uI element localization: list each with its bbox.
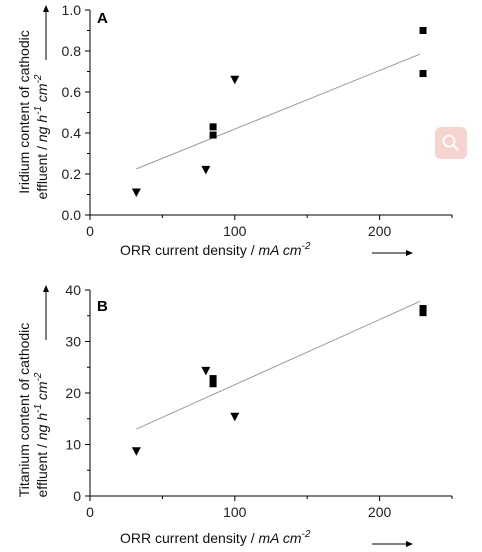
data-point-triangle	[201, 165, 211, 175]
y-axis-arrowhead	[43, 5, 49, 12]
fit-line	[136, 53, 421, 170]
chart-panel-a: 0.0 0.2 0.4 0.6 0.8 1.0 0 100 200 A ORR current de…	[16, 2, 453, 258]
x-tick-label: 0	[86, 504, 94, 520]
data-point-square	[419, 27, 427, 34]
y-tick-label: 1.0	[62, 2, 82, 18]
y-tick-label: 20	[65, 385, 81, 401]
y-tick-label: 30	[65, 334, 81, 350]
y-axis-arrowhead	[43, 285, 49, 292]
data-point-triangle	[201, 366, 211, 376]
data-point-square	[419, 305, 427, 313]
y-tick-label: 0.0	[62, 207, 82, 223]
x-tick-label: 200	[368, 504, 392, 520]
zoom-button[interactable]	[435, 127, 467, 159]
x-axis-arrowhead	[406, 250, 413, 256]
y-tick-label: 0.2	[62, 166, 82, 182]
data-point-square	[209, 375, 217, 383]
x-tick-label: 100	[223, 223, 247, 239]
y-tick-label: 0	[73, 488, 81, 504]
x-tick-label: 100	[223, 504, 247, 520]
data-point-square	[209, 131, 217, 139]
y-tick-label: 0.6	[62, 84, 82, 100]
data-point-triangle	[131, 188, 141, 197]
data-point-triangle	[230, 75, 240, 85]
data-point-triangle	[131, 447, 141, 456]
x-tick-label: 200	[368, 223, 392, 239]
panel-label: A	[97, 10, 108, 27]
y-axis-label-line1: Iridium content of cathodic	[16, 30, 32, 193]
x-axis-label: ORR current density / mA cm-2	[120, 241, 311, 258]
x-tick-label: 0	[86, 223, 94, 239]
x-axis-label: ORR current density / mA cm-2	[120, 529, 311, 546]
y-tick-label: 0.4	[62, 125, 82, 141]
data-point-square	[419, 309, 427, 317]
fit-line	[136, 300, 421, 430]
y-axis-label-line2: effluent / ng h-1 cm-2	[33, 74, 50, 199]
y-tick-label: 40	[65, 282, 81, 298]
y-tick-label: 0.8	[62, 43, 82, 59]
data-point-square	[209, 123, 217, 131]
y-axis-label-line2: effluent / ng h-1 cm-2	[33, 372, 50, 497]
panel-label: B	[97, 298, 108, 315]
search-icon	[442, 134, 459, 151]
y-tick-label: 10	[65, 437, 81, 453]
data-point-triangle	[230, 412, 240, 422]
chart-panel-b: 0 10 20 30 40 0 100 200 B ORR current density / m…	[16, 282, 453, 547]
data-point-square	[209, 380, 217, 388]
x-axis-arrowhead	[406, 541, 413, 547]
y-axis-label-line1: Titanium content of cathodic	[16, 323, 32, 498]
data-point-square	[419, 70, 427, 78]
